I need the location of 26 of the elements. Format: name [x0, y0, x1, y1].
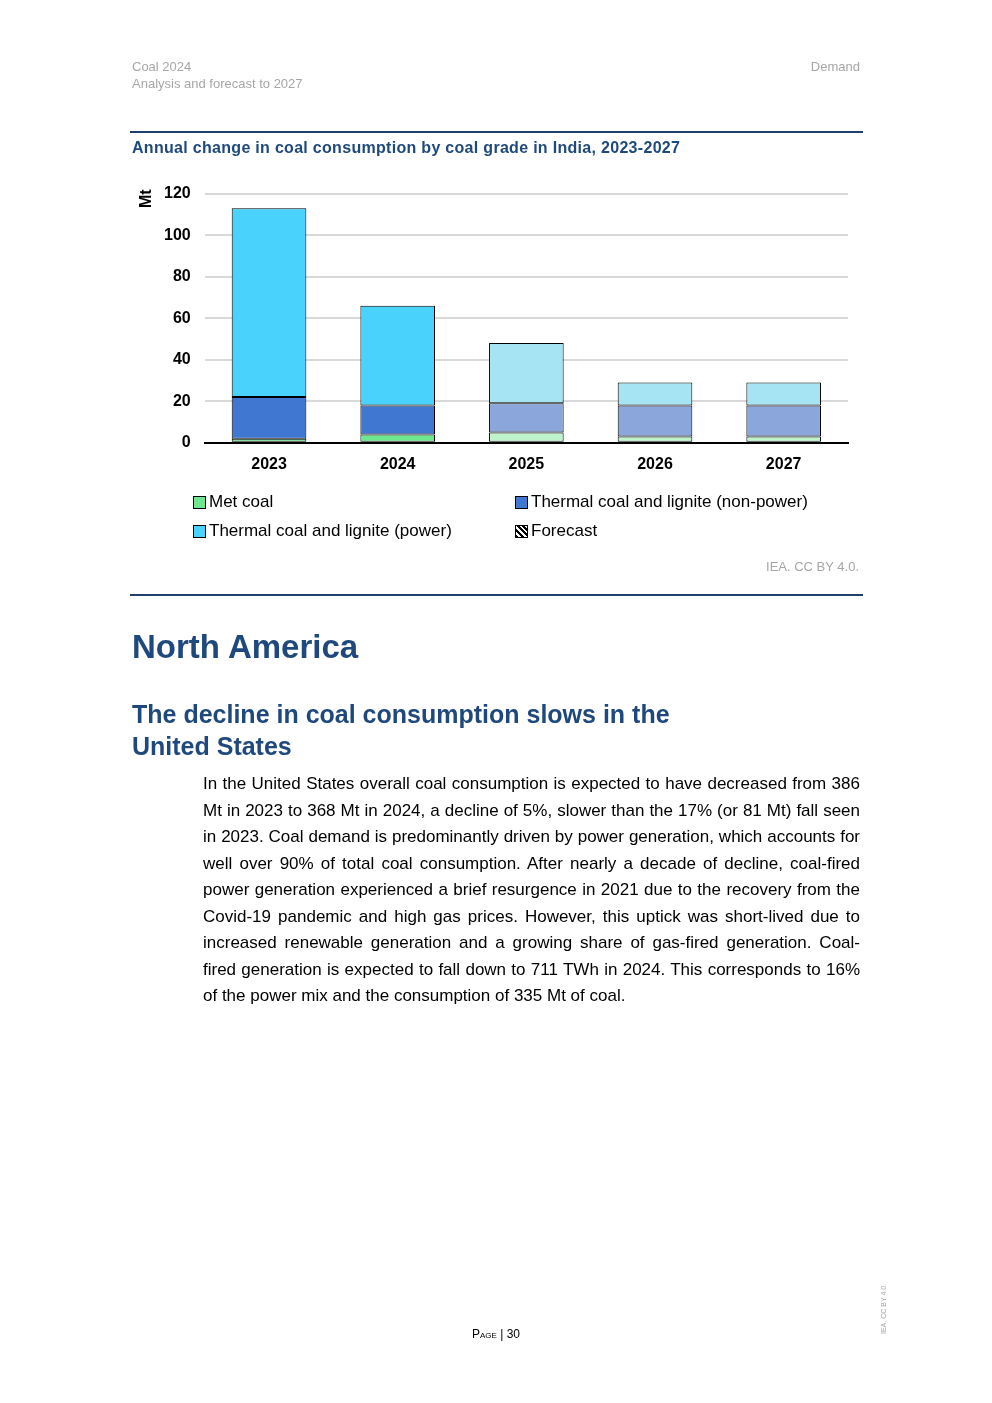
text: In the United States overall coal consumption is expected to have decreased from 386 Mt in 2023 to 368 Mt in 2024, a decline of 5%, slower than the 17% (or 81 Mt) fall seen in 2023. Coal demand is predominantly driven by power generation, which accounts for well over 90% of total coal consumption. After nearly a decade of decline, coal-fired power generation experienced a brief resurgence in 2021 due to the recovery from the Covid-19 pandemic and high gas prices. However, this uptick was short-lived due to increased renewable generation and a growing share of gas-fired generation. Coal-fired generation is expected to fall down to 711 TWh in 2024. This corresponds to 16% of the power mix and the consumption of 335 Mt of coal.: [203, 774, 860, 1005]
x-tick-label: 2027: [765, 454, 802, 472]
y-tick-label: 20: [172, 391, 191, 409]
legend-label: Thermal coal and lignite (non-power): [531, 492, 808, 512]
legend-label: Met coal: [209, 492, 274, 512]
text: Coal 2024: [132, 59, 192, 74]
x-tick-label: 2023: [251, 454, 287, 472]
y-tick-label: 60: [172, 308, 191, 326]
text: IEA. CC BY 4.0.: [766, 559, 859, 574]
y-tick-label: 40: [172, 350, 191, 368]
x-tick-label: 2024: [379, 454, 416, 472]
y-tick-label: 120: [163, 184, 191, 202]
text: North America: [132, 628, 359, 666]
text: Forecast: [531, 521, 598, 541]
x-tick-label: 2025: [508, 454, 545, 472]
x-tick-label: 2026: [637, 454, 673, 472]
y-axis-title: Mt: [137, 189, 155, 208]
text: Page | 30: [471, 1327, 521, 1341]
y-tick-label: 100: [163, 225, 191, 243]
text: Demand: [810, 59, 860, 74]
legend-label: Thermal coal and lignite (power): [209, 521, 452, 541]
text: The decline in coal consumption slows in the United States: [132, 699, 671, 762]
chart-title: Annual change in coal consumption by coal grade in India, 2023-2027: [132, 139, 681, 157]
text: Analysis and forecast to 2027: [132, 76, 303, 91]
y-tick-label: 80: [172, 267, 191, 285]
y-tick-label: 0: [181, 433, 191, 451]
